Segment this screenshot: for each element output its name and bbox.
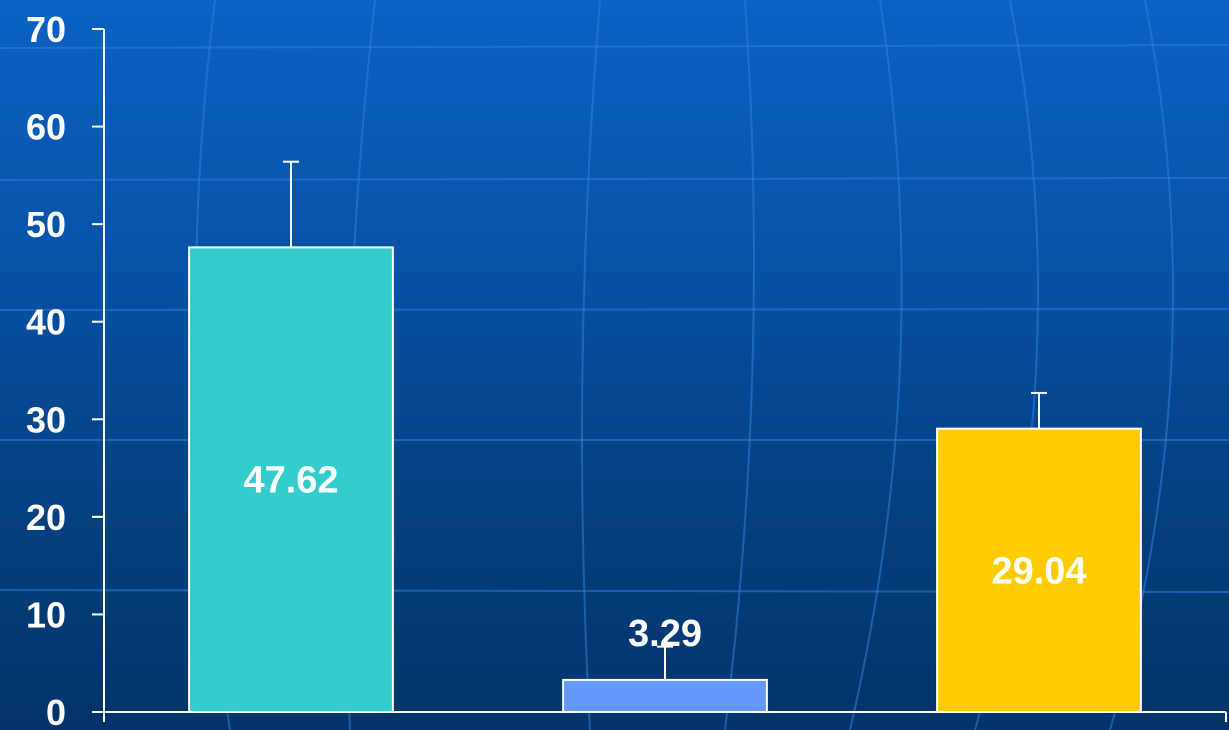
bar — [562, 678, 768, 713]
y-tick-label: 10 — [26, 594, 66, 635]
bars — [188, 246, 1142, 713]
y-tick-label: 70 — [26, 9, 66, 50]
y-ticks: 0 10 20 30 40 50 60 70 — [26, 9, 104, 730]
y-tick-label: 50 — [26, 204, 66, 245]
y-tick-label: 30 — [26, 399, 66, 440]
y-tick-label: 40 — [26, 302, 66, 343]
data-label: 47.62 — [243, 460, 338, 502]
bar — [936, 427, 1142, 713]
data-label: 29.04 — [991, 550, 1086, 592]
y-tick-label: 60 — [26, 107, 66, 148]
y-tick-label: 20 — [26, 497, 66, 538]
y-tick-label: 0 — [46, 692, 66, 730]
data-labels: 47.62 3.29 29.04 — [243, 460, 1086, 655]
data-label: 3.29 — [628, 613, 702, 655]
error-bars — [283, 160, 1047, 680]
bar — [188, 246, 394, 713]
